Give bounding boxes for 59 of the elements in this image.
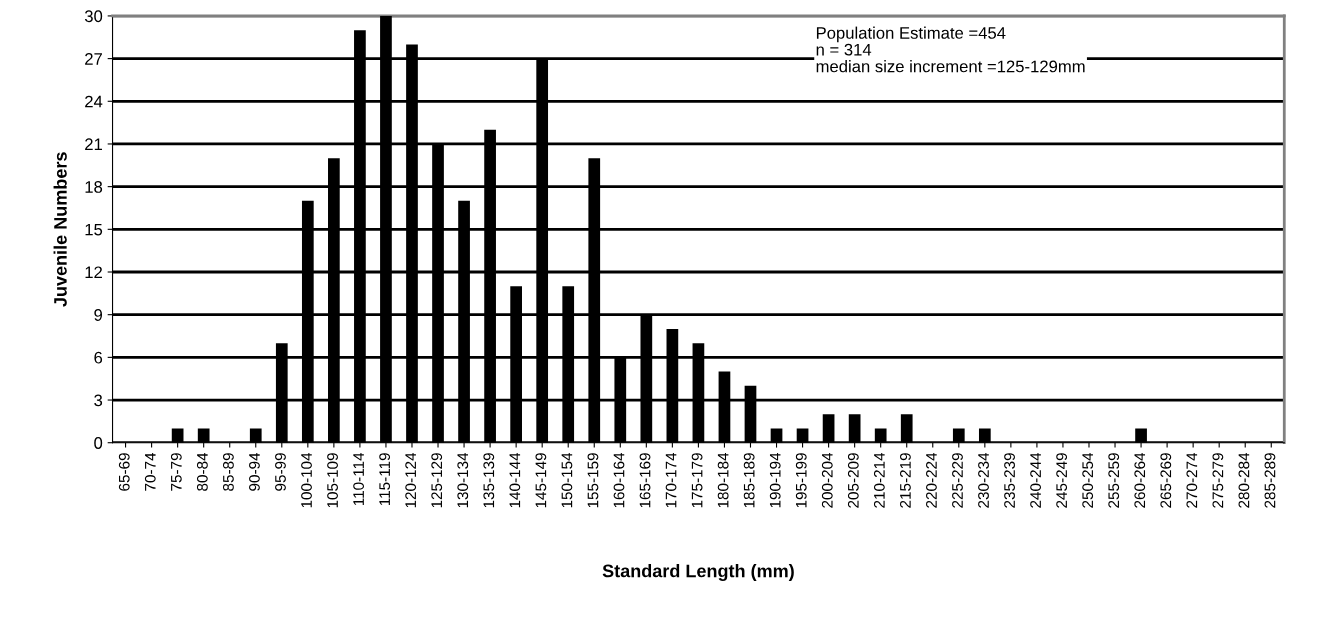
x-tick-label: 105-109: [327, 453, 338, 508]
x-tick-label: 230-234: [978, 452, 989, 508]
x-tick-label: 260-264: [1134, 452, 1146, 508]
x-tick-label: 275-279: [1212, 453, 1224, 508]
x-tick-label: 265-269: [1160, 453, 1172, 508]
x-tick-label: 215-219: [900, 453, 911, 508]
x-tick-label: 250-254: [1082, 452, 1094, 508]
y-tick-label: 12: [85, 266, 102, 279]
x-tick-label: 115-119: [379, 453, 391, 506]
x-tick-label: 160-164: [613, 452, 625, 508]
y-tick-label: 18: [85, 181, 103, 193]
x-axis-title: Standard Length (mm): [602, 564, 794, 581]
x-tick-label: 65-69: [118, 453, 130, 491]
x-tick-label: 180-184: [717, 452, 729, 508]
x-tick-label: 185-189: [743, 453, 755, 508]
x-tick-label: 270-274: [1186, 452, 1198, 508]
x-tick-label: 205-209: [847, 453, 859, 508]
x-tick-label: 210-214: [873, 452, 885, 508]
x-tick-label: 130-134: [457, 452, 469, 508]
x-tick-label: 80-84: [196, 452, 208, 491]
y-tick-label: 9: [94, 309, 103, 321]
x-tick-label: 140-144: [509, 452, 521, 508]
x-tick-label: 70-74: [144, 452, 156, 491]
x-tick-label: 135-139: [483, 453, 495, 508]
x-tick-label: 145-149: [535, 453, 547, 508]
x-tick-label: 190-194: [769, 452, 781, 508]
x-tick-label: 175-179: [691, 453, 703, 508]
x-tick-label: 240-244: [1030, 452, 1042, 508]
x-tick-label: 75-79: [170, 453, 182, 491]
y-tick-label: 24: [85, 95, 103, 108]
x-tick-label: 150-154: [561, 452, 573, 508]
annotation: Population Estimate =454 n = 314 median size increment =125-129mm: [816, 26, 1085, 73]
x-tick-label: 95-99: [275, 453, 286, 491]
x-tick-label: 165-169: [639, 453, 651, 508]
x-tick-label: 90-94: [249, 452, 260, 491]
x-tick-label: 155-159: [587, 453, 599, 508]
x-tick-label: 85-89: [223, 453, 234, 491]
y-axis-title: Juvenile Numbers: [53, 152, 67, 307]
x-tick-label: 255-259: [1108, 453, 1120, 508]
x-tick-label: 280-284: [1238, 452, 1250, 508]
x-tick-label: 100-104: [301, 452, 312, 508]
x-tick-label: 110-114: [353, 452, 365, 506]
x-tick-label: 235-239: [1004, 453, 1015, 508]
x-tick-label: 195-199: [795, 453, 807, 508]
y-tick-label: 3: [94, 394, 103, 407]
x-tick-label: 220-224: [926, 452, 937, 508]
y-tick-label: 27: [85, 53, 102, 65]
y-tick-label: 0: [94, 437, 103, 449]
x-tick-label: 125-129: [431, 453, 443, 508]
x-tick-label: 200-204: [821, 452, 833, 508]
x-tick-label: 120-124: [405, 452, 417, 508]
y-tick-label: 6: [94, 351, 103, 364]
x-tick-label: 285-289: [1264, 453, 1276, 508]
y-tick-label: 21: [85, 138, 103, 150]
x-tick-label: 225-229: [952, 453, 963, 508]
y-tick-label: 30: [84, 10, 103, 23]
x-tick-label: 170-174: [665, 452, 677, 508]
x-tick-label: 245-249: [1056, 453, 1068, 508]
y-tick-label: 15: [85, 223, 103, 236]
